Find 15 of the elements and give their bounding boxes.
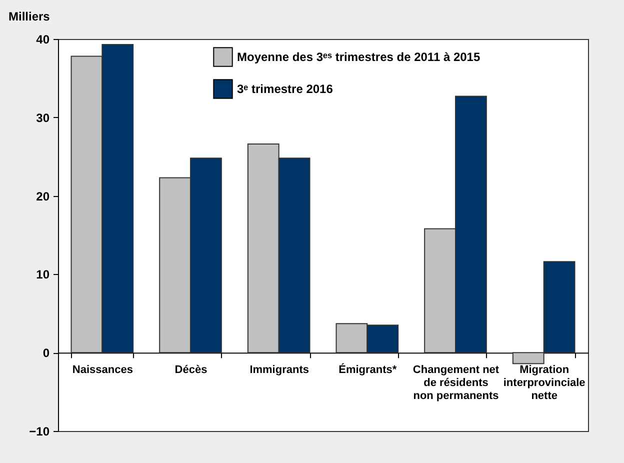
legend-label: Moyenne des 3ᵉˢ trimestres de 2011 à 2015: [237, 50, 480, 64]
y-axis-title: Milliers: [8, 10, 50, 24]
y-tick-label: 10: [36, 268, 50, 282]
x-tick-label: Naissances: [72, 364, 133, 376]
y-tick-label: −10: [29, 424, 50, 438]
x-tick-label: Émigrants*: [338, 363, 398, 376]
legend-label: 3ᵉ trimestre 2016: [237, 82, 334, 96]
x-tick-label: Décès: [174, 364, 208, 376]
x-tick-label: Immigrants: [250, 364, 309, 376]
x-tick-label: Migration interprovinciale nette: [503, 364, 586, 402]
y-tick-label: 30: [36, 110, 50, 125]
y-tick-label: 40: [36, 32, 50, 46]
x-tick-label: Changement net de résidents non permanents: [412, 364, 500, 402]
y-tick-label: 0: [42, 346, 50, 360]
y-tick-label: 20: [36, 189, 50, 204]
